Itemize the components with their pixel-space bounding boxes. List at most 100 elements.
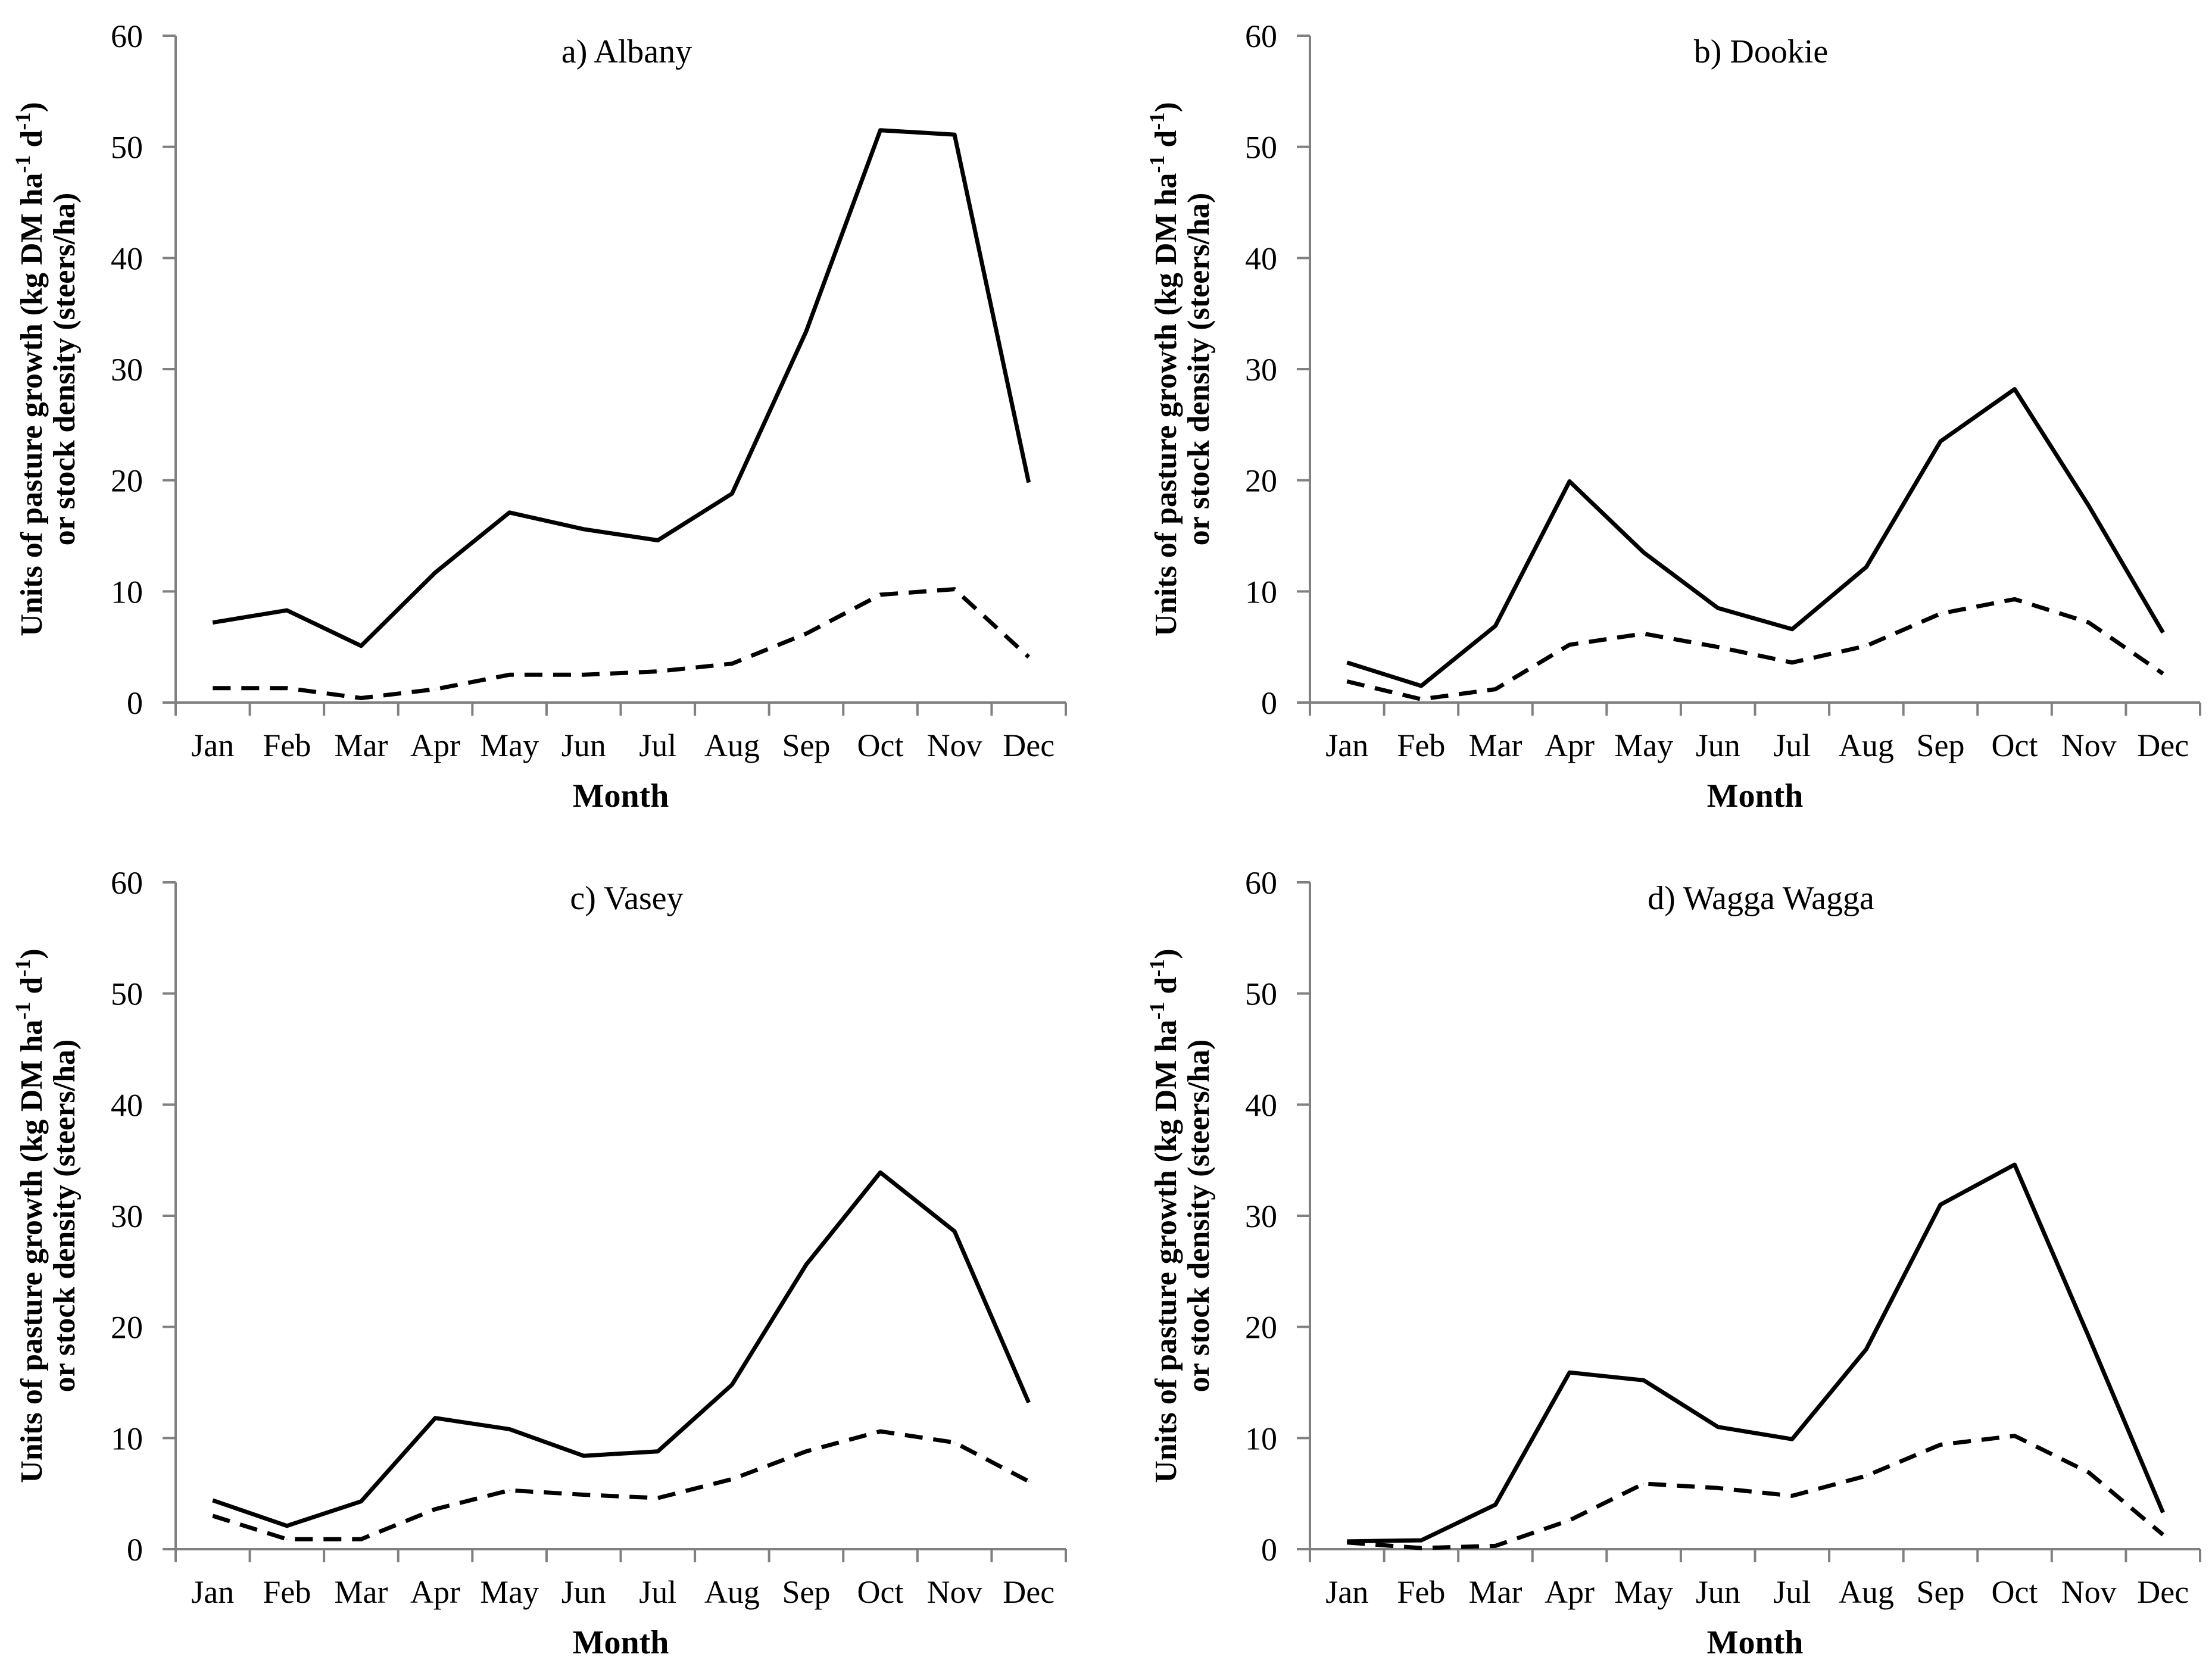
y-axis-title-part: d [15, 977, 49, 1002]
y-tick-label: 60 [111, 865, 143, 901]
data-point [1643, 1379, 1645, 1381]
x-axis-title: Month [1707, 778, 1804, 814]
y-tick-label: 50 [111, 130, 143, 166]
series-line-pasture-growth [1347, 1162, 2165, 1544]
y-tick-label: 10 [1245, 574, 1277, 610]
y-tick-label: 10 [111, 574, 143, 610]
y-tick-label: 0 [1261, 1532, 1277, 1568]
data-point [286, 1525, 288, 1527]
data-point [286, 1538, 288, 1540]
data-point [435, 572, 436, 573]
x-tick-label: Jun [1696, 1574, 1740, 1610]
x-tick-label: Apr [410, 1574, 460, 1610]
y-tick-label: 20 [1245, 1310, 1277, 1346]
x-tick-label: Apr [410, 728, 460, 763]
y-tick-label: 30 [111, 352, 143, 388]
data-point [657, 1451, 659, 1452]
x-tick-label: May [1614, 1574, 1673, 1610]
x-axis-title: Month [1707, 1624, 1804, 1661]
series-line-stock-density [212, 1429, 1030, 1541]
y-axis-title-line2: or stock density (steers/ha) [1182, 1040, 1216, 1393]
data-point [657, 671, 659, 672]
data-point [1643, 633, 1645, 634]
x-tick-label: Nov [927, 728, 982, 763]
y-tick-label: 0 [127, 1532, 143, 1568]
x-tick-label: Jun [561, 1574, 606, 1610]
x-tick-label: Nov [2061, 1574, 2117, 1610]
x-tick-label: Aug [704, 728, 760, 763]
x-tick-label: Sep [782, 728, 830, 763]
y-axis-title-line2: or stock density (steers/ha) [1182, 193, 1216, 546]
y-axis-title-part: d [15, 130, 49, 155]
panel-dookie: 0 10 20 30 40 50 60 Jan Feb Mar Apr May Jun Jul Aug Sep… [1145, 18, 2201, 814]
x-tick-label: Oct [857, 728, 904, 763]
x-tick-label: Dec [2137, 1574, 2189, 1610]
x-tick-label: Aug [1839, 1574, 1894, 1610]
y-tick-label: 40 [111, 1087, 143, 1123]
series-line-pasture-growth [1346, 387, 2165, 688]
x-tick-label: Apr [1545, 728, 1595, 763]
y-tick-label: 30 [111, 1199, 143, 1234]
x-tick-label: Mar [334, 1574, 388, 1610]
chart-title: a) Albany [561, 33, 692, 70]
data-point [509, 1490, 510, 1491]
x-tick-label: Nov [927, 1574, 982, 1610]
data-point [1865, 1349, 1867, 1350]
y-tick-label: 30 [1245, 352, 1277, 388]
x-tick-label: Jan [191, 1574, 234, 1610]
y-axis-title-superscript: -1 [11, 155, 35, 173]
data-point [1643, 1483, 1645, 1484]
y-axis-title-part: ) [1149, 948, 1183, 959]
data-point [1028, 1402, 1029, 1403]
x-tick-label: Aug [1839, 728, 1894, 763]
panel-albany: 0 10 20 30 40 50 60 Jan Feb Mar Apr May Jun Jul Aug Sep… [11, 18, 1067, 814]
x-tick-label: Sep [1916, 1574, 1964, 1610]
y-axis-title-part: ) [15, 102, 49, 112]
y-axis-title-line1: Units of pasture growth (kg DM ha-1 d-1) [1145, 102, 1183, 636]
y-tick-label: 40 [111, 241, 143, 276]
x-tick-label: Jul [639, 728, 676, 763]
x-tick-label: Jun [561, 728, 606, 763]
chart-title: d) Wagga Wagga [1648, 880, 1874, 917]
y-axis-title-superscript: -1 [1145, 1002, 1169, 1020]
y-tick-label: 10 [1245, 1421, 1277, 1456]
y-tick-label: 60 [111, 18, 143, 54]
x-tick-label: Jul [1773, 1574, 1811, 1610]
y-axis-title-superscript: -1 [11, 959, 35, 977]
x-tick-label: Apr [1545, 1574, 1595, 1610]
data-point [509, 512, 510, 513]
x-tick-label: Feb [263, 1574, 311, 1610]
panel-vasey: 0 10 20 30 40 50 60 Jan Feb Mar Apr May Jun Jul Aug Sep… [11, 865, 1067, 1661]
y-tick-label: 10 [111, 1421, 143, 1456]
x-tick-label: Oct [857, 1574, 904, 1610]
x-tick-label: Jul [639, 1574, 676, 1610]
data-point [509, 1428, 510, 1430]
x-axis-title: Month [573, 778, 669, 814]
y-axis-title-superscript: -1 [1145, 155, 1169, 173]
x-tick-label: Feb [1397, 728, 1445, 763]
y-axis-title-line1: Units of pasture growth (kg DM ha-1 d-1) [11, 102, 49, 636]
data-point [657, 1497, 659, 1499]
data-point [880, 1431, 881, 1432]
x-tick-label: May [480, 1574, 539, 1610]
y-tick-label: 60 [1245, 18, 1277, 54]
x-tick-label: Jul [1773, 728, 1811, 763]
y-axis-title-line2: or stock density (steers/ha) [48, 1040, 82, 1393]
data-point [1865, 645, 1867, 647]
y-axis-title-part: Units of pasture growth (kg DM ha [15, 173, 49, 636]
chart-title: b) Dookie [1694, 33, 1829, 70]
x-tick-label: May [480, 728, 539, 763]
x-tick-label: Aug [704, 1574, 760, 1610]
chart-title: c) Vasey [570, 880, 683, 917]
y-axis-title-part: Units of pasture growth (kg DM ha [1149, 173, 1183, 636]
data-point [954, 1231, 955, 1232]
x-tick-label: Sep [1916, 728, 1964, 763]
x-tick-label: Jan [191, 728, 234, 763]
x-tick-label: Feb [1397, 1574, 1445, 1610]
x-tick-label: Oct [1992, 1574, 2038, 1610]
data-point [1028, 1481, 1029, 1482]
y-tick-label: 20 [111, 1310, 143, 1346]
x-tick-label: Mar [334, 728, 388, 763]
